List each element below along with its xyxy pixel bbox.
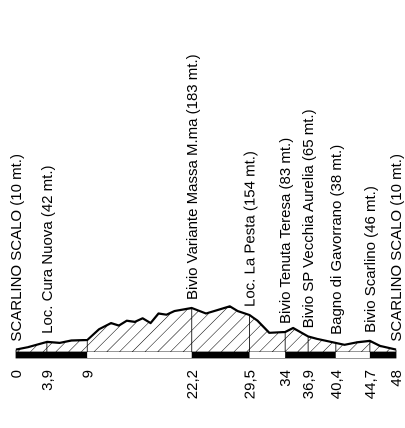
waypoint-label: Bivio Tenuta Teresa (83 mt.) xyxy=(277,138,294,324)
waypoint-label: Loc. Cura Nuova (42 mt.) xyxy=(39,165,56,333)
elevation-line xyxy=(15,305,397,351)
waypoint-label: Bivio Scarlino (46 mt.) xyxy=(362,186,379,333)
km-label: 44,7 xyxy=(362,370,379,399)
waypoint-label: SCARLINO SCALO (10 mt.) xyxy=(388,154,405,342)
distance-bar-segment xyxy=(369,352,396,358)
distance-bar-segment xyxy=(16,352,88,358)
km-label: 34 xyxy=(277,370,294,387)
distance-bar-segment xyxy=(191,352,250,358)
distance-bar-segment xyxy=(285,352,336,358)
waypoint-label: Bivio SP Vecchia Aurelia (65 mt.) xyxy=(300,109,317,328)
km-label: 40,4 xyxy=(328,370,345,399)
distance-bar-segment xyxy=(87,352,192,358)
waypoint-label: Bagno di Gavorrano (38 mt.) xyxy=(328,145,345,335)
km-label: 9 xyxy=(79,370,96,378)
distance-bar-segment xyxy=(335,352,370,358)
elevation-area xyxy=(16,306,396,352)
waypoint-label: SCARLINO SCALO (10 mt.) xyxy=(8,154,25,342)
km-label: 22,2 xyxy=(184,370,201,399)
km-label: 0 xyxy=(8,370,25,378)
waypoint-label: Bivio Variante Massa M.ma (183 mt.) xyxy=(184,54,201,300)
km-label: 36,9 xyxy=(300,370,317,399)
distance-bar-segment xyxy=(249,352,286,358)
km-label: 48 xyxy=(388,370,405,387)
km-label: 29,5 xyxy=(242,370,259,399)
waypoint-label: Loc. La Pesta (154 mt.) xyxy=(242,151,259,307)
km-label: 3,9 xyxy=(39,370,56,391)
